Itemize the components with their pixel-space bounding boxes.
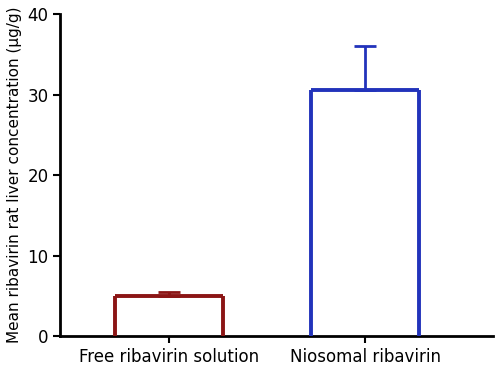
Y-axis label: Mean ribavirin rat liver concentration (µg/g): Mean ribavirin rat liver concentration (… [7, 7, 22, 344]
